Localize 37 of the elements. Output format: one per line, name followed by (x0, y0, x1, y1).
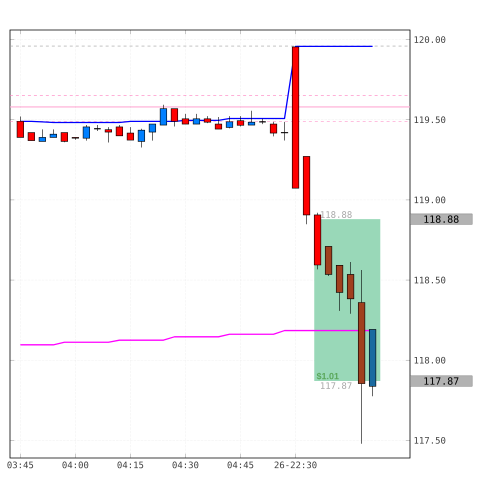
x-tick-label: 04:30 (172, 462, 198, 468)
candlestick (138, 128, 146, 148)
candlestick (192, 114, 200, 124)
x-tick-label: 04:15 (118, 462, 144, 468)
candlestick (16, 116, 24, 138)
candlestick (148, 124, 156, 141)
candlestick (258, 118, 266, 124)
candlestick (270, 122, 278, 137)
y-tick-label: 118.50 (414, 276, 446, 284)
candlestick (38, 129, 46, 142)
y-tick-label: 118.00 (414, 356, 446, 364)
candlestick (116, 124, 124, 136)
candlestick (170, 108, 178, 127)
text: 117.87 (424, 377, 458, 385)
y-tick-label: 119.50 (414, 116, 446, 124)
x-tick-label: 03:45 (7, 462, 34, 468)
band-label: $1.01 (316, 372, 339, 380)
annotation: 118.88 (320, 211, 352, 218)
candlestick (82, 124, 90, 141)
annotation: 117.87 (320, 382, 352, 390)
x-tick-label: 04:45 (228, 462, 254, 468)
x-tick-label: 26-22:30 (274, 462, 317, 468)
candlestick (236, 116, 244, 127)
text: 118.88 (424, 215, 459, 223)
candlestick (280, 122, 288, 141)
candlestick (182, 114, 190, 124)
x-tick-label: 04:00 (62, 462, 88, 468)
candlestick (248, 110, 256, 126)
y-tick-label: 117.50 (414, 436, 446, 444)
candlestick (160, 104, 168, 126)
y-tick-label: 120.00 (414, 36, 446, 43)
candlestick (214, 116, 222, 130)
candlestick (226, 116, 234, 129)
y-tick-label: 119.00 (414, 196, 446, 204)
candlestick (104, 126, 112, 143)
candlestick (126, 126, 134, 140)
candlestick (60, 132, 68, 143)
